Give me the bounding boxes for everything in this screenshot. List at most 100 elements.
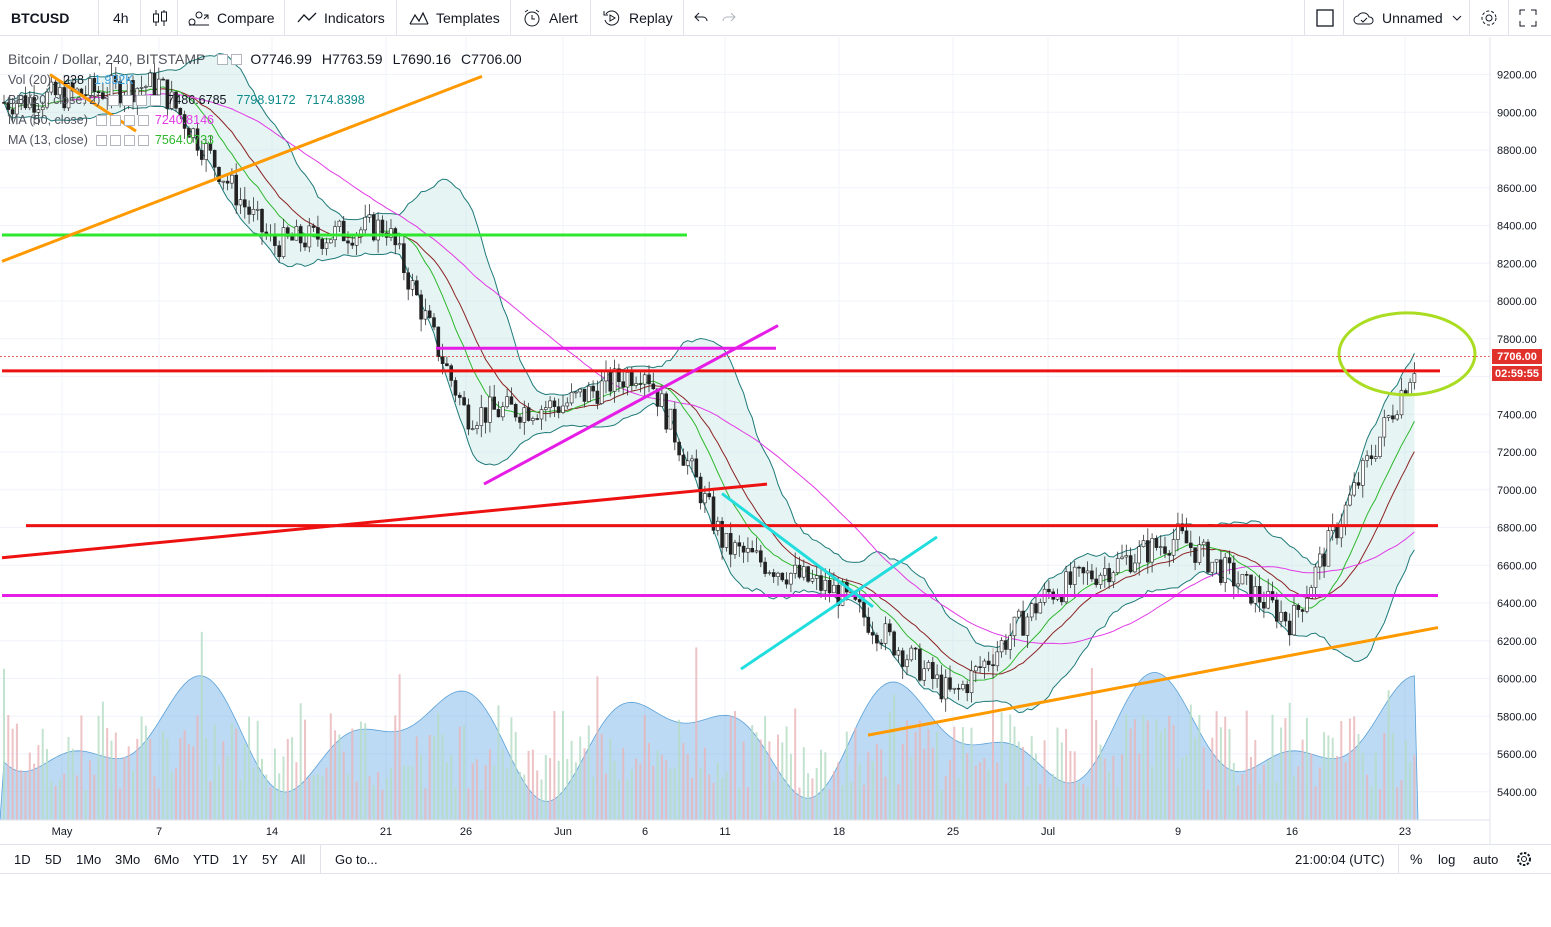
candle-body: [1025, 616, 1030, 636]
indicators-button[interactable]: Indicators: [297, 0, 385, 36]
candle-body: [776, 572, 780, 577]
range-5y[interactable]: 5Y: [262, 845, 278, 873]
indicator-settings-icon[interactable]: [122, 94, 134, 106]
volume-bar: [716, 762, 719, 820]
candle-body: [513, 404, 518, 418]
candle-body: [660, 393, 664, 407]
volume-bar: [1413, 755, 1416, 820]
volume-bar: [918, 720, 921, 820]
legend-title: Bitcoin / Dollar, 240, BITSTAMP: [8, 51, 206, 67]
indicator-eye-icon[interactable]: [95, 134, 107, 146]
range-6mo[interactable]: 6Mo: [154, 845, 179, 873]
legend-eye-icon[interactable]: [217, 53, 229, 65]
range-1mo[interactable]: 1Mo: [76, 845, 101, 873]
price-tick-label: 6200.00: [1497, 636, 1537, 648]
layout-menu-button[interactable]: Unnamed: [1353, 0, 1462, 36]
range-label: 1Mo: [76, 851, 102, 867]
candle-body: [1012, 616, 1017, 637]
replay-button[interactable]: Replay: [602, 0, 673, 36]
redo-button[interactable]: [722, 0, 736, 36]
volume-bar: [1219, 727, 1222, 820]
indicator-more-icon[interactable]: [123, 134, 135, 146]
candle-body: [371, 214, 376, 241]
volume-bar: [402, 765, 405, 820]
range-5d[interactable]: 5D: [45, 845, 62, 873]
alert-button[interactable]: Alert: [522, 0, 578, 36]
indicator-close-icon[interactable]: [137, 134, 149, 146]
interval-button[interactable]: 4h: [113, 0, 129, 36]
volume-bar: [1159, 731, 1162, 820]
chart-settings-button[interactable]: [1516, 845, 1532, 873]
candle-body: [62, 87, 67, 109]
symbol-search[interactable]: BTCUSD: [11, 0, 69, 36]
templates-button[interactable]: Templates: [409, 0, 500, 36]
indicators-icon: [297, 12, 317, 23]
volume-bar: [858, 763, 861, 820]
candle-body: [900, 650, 905, 667]
volume-bar: [445, 762, 448, 820]
candle-body: [1214, 559, 1219, 563]
price-axis[interactable]: 9200.00 9000.00 8800.00 8600.00 8400.00 8200.…: [1497, 70, 1537, 799]
goto-button[interactable]: Go to...: [335, 845, 378, 873]
auto-toggle[interactable]: auto: [1473, 845, 1498, 873]
candle-body: [690, 458, 694, 462]
indicator-eye-icon[interactable]: [108, 94, 120, 106]
candle-body: [509, 396, 514, 405]
indicator-more-icon[interactable]: [123, 114, 135, 126]
candle-body: [763, 561, 767, 574]
candle-body: [780, 572, 785, 581]
indicator-close-icon[interactable]: [137, 114, 149, 126]
log-label: log: [1438, 851, 1456, 867]
candle-body: [1008, 635, 1013, 650]
candle-body: [277, 245, 282, 258]
candle-body: [1244, 574, 1249, 576]
price-chart[interactable]: 9200.00 9000.00 8800.00 8600.00 8400.00 8200.…: [0, 37, 1551, 844]
volume-bar: [476, 759, 478, 820]
hide-drawings-button[interactable]: [1316, 0, 1334, 36]
candle-body: [414, 280, 419, 296]
legend-settings-icon[interactable]: [231, 53, 243, 65]
range-1d[interactable]: 1D: [14, 845, 31, 873]
volume-bar: [931, 747, 934, 820]
volume-bar: [1060, 742, 1063, 820]
candle-body: [367, 214, 372, 218]
indicator-eye-icon[interactable]: [95, 114, 107, 126]
volume-bar: [261, 758, 263, 820]
volume-bar: [278, 773, 281, 820]
utc-clock[interactable]: 21:00:04 (UTC): [1295, 845, 1385, 873]
volume-bar: [1241, 774, 1244, 820]
price-tick-label: 9200.00: [1497, 70, 1537, 82]
range-3mo[interactable]: 3Mo: [115, 845, 140, 873]
volume-bar: [497, 705, 500, 820]
volume-bar: [841, 784, 844, 820]
percent-toggle[interactable]: %: [1410, 845, 1422, 873]
volume-bar: [652, 765, 655, 820]
fullscreen-button[interactable]: [1519, 0, 1537, 36]
time-axis[interactable]: May 7 14 21 26 Jun 6 11 18 25 Jul 9 16 23: [52, 826, 1412, 838]
chart-type-button[interactable]: [152, 0, 168, 36]
gear-icon: [1517, 852, 1531, 866]
range-1y[interactable]: 1Y: [232, 845, 248, 873]
range-ytd[interactable]: YTD: [193, 845, 219, 873]
volume-bar: [67, 736, 70, 820]
volume-bar: [1099, 744, 1102, 820]
indicator-close-icon[interactable]: [150, 94, 162, 106]
range-all[interactable]: All: [291, 845, 305, 873]
volume-bar: [329, 713, 332, 820]
candle-body: [445, 363, 449, 367]
indicator-settings-icon[interactable]: [109, 114, 121, 126]
candle-body: [1146, 540, 1150, 563]
undo-button[interactable]: [694, 0, 708, 36]
settings-button[interactable]: [1479, 0, 1499, 36]
volume-bar: [162, 731, 165, 820]
indicator-more-icon[interactable]: [136, 94, 148, 106]
candle-body: [191, 128, 195, 138]
volume-bar: [1224, 716, 1227, 820]
volume-bar: [106, 728, 109, 820]
volume-bar: [781, 742, 784, 820]
log-toggle[interactable]: log: [1438, 845, 1455, 873]
compare-button[interactable]: Compare: [188, 0, 275, 36]
volume-bar: [1383, 733, 1386, 820]
candle-body: [1090, 570, 1094, 580]
indicator-settings-icon[interactable]: [109, 134, 121, 146]
